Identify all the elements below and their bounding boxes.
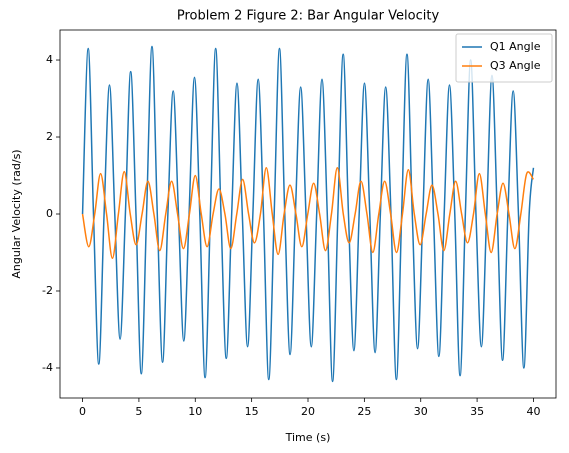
x-tick-label: 35 [470,405,484,418]
x-tick-label: 40 [526,405,540,418]
series-line [81,167,535,260]
y-tick-label: -2 [42,284,53,297]
legend-box [455,33,553,83]
x-axis-label: Time (s) [285,431,331,444]
y-tick-label: 0 [46,207,53,220]
y-tick-label: 2 [46,130,53,143]
x-tick-label: 25 [357,405,371,418]
x-tick-label: 15 [245,405,259,418]
y-axis-label: Angular Velocity (rad/s) [10,149,23,278]
x-tick-label: 5 [135,405,142,418]
x-tick-label: 20 [301,405,315,418]
legend-label: Q1 Angle [490,40,541,53]
x-tick-label: 10 [188,405,202,418]
series-line [81,45,535,383]
x-tick-label: 0 [79,405,86,418]
plot-frame [59,29,557,399]
chart-title: Problem 2 Figure 2: Bar Angular Velocity [177,9,440,24]
y-tick-label: -4 [42,361,53,374]
x-tick-label: 30 [414,405,428,418]
legend-label: Q3 Angle [490,59,541,72]
y-tick-label: 4 [46,53,53,66]
